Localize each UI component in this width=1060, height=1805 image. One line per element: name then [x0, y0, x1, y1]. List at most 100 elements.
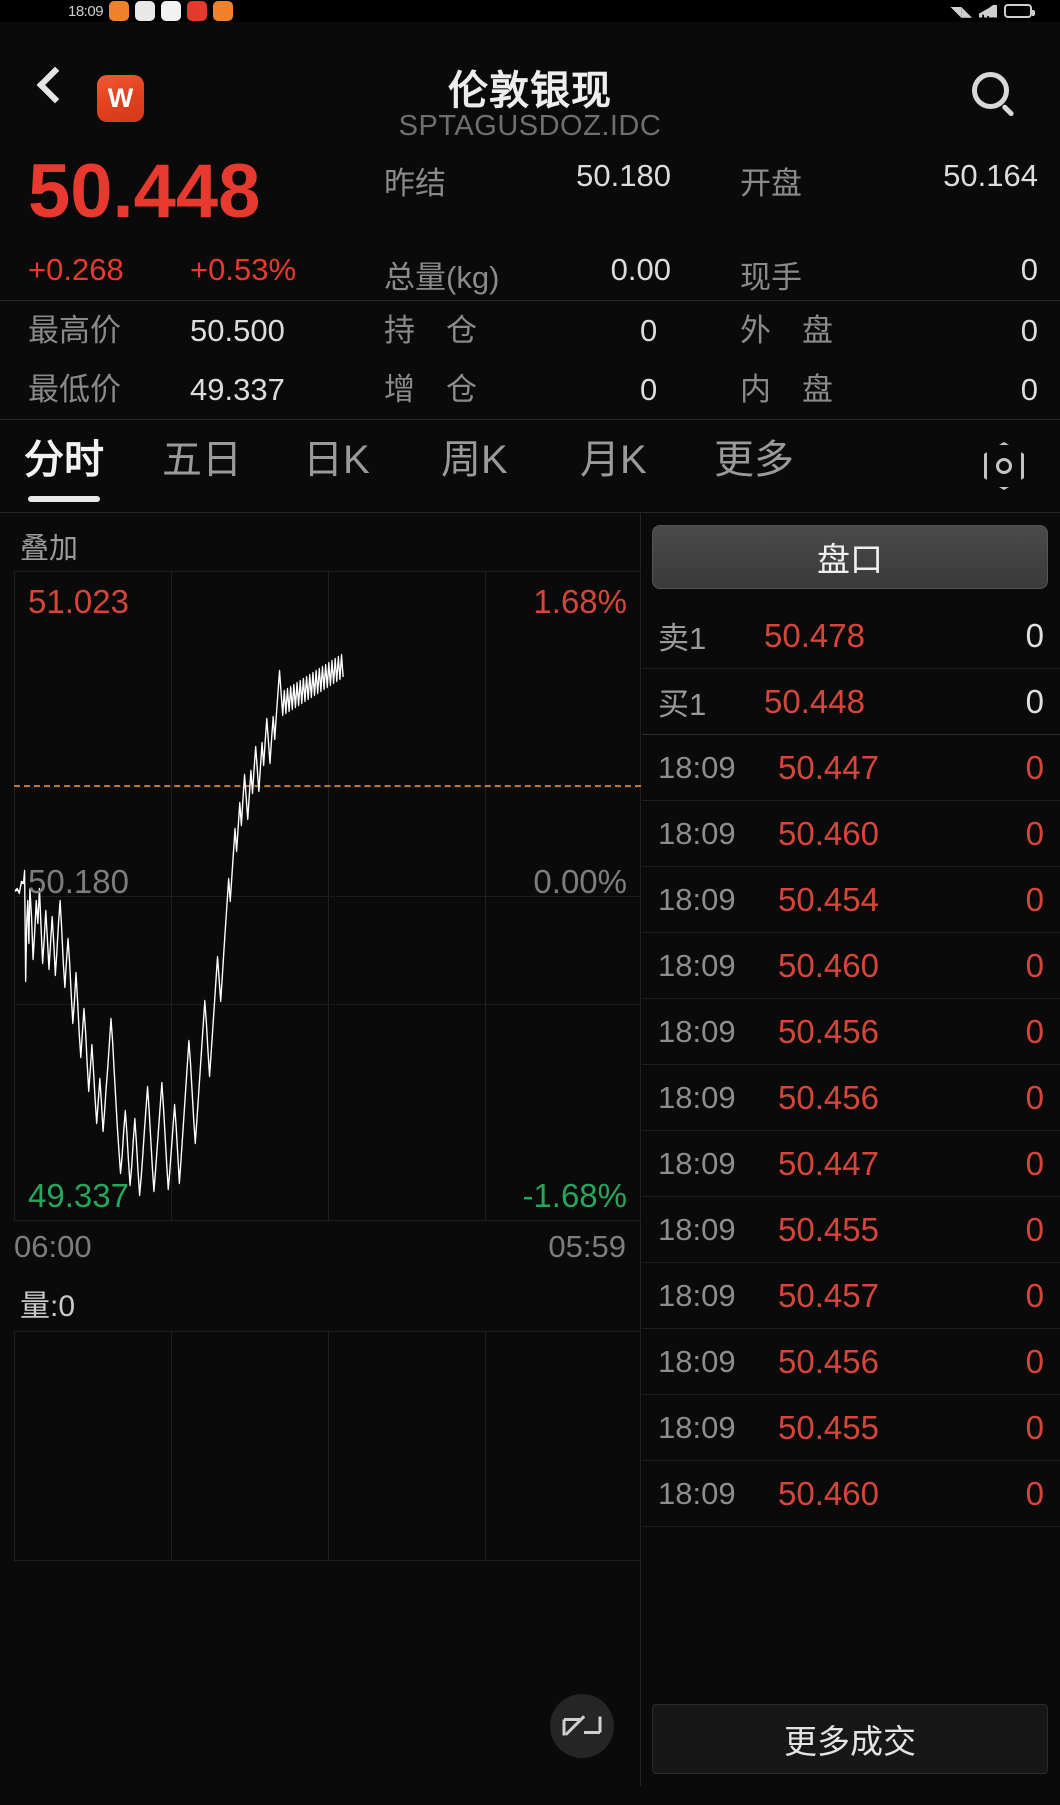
bid-label-1: 买1 [658, 687, 707, 722]
nav-bar: W 伦敦银现 SPTAGUSDOZ.IDC [0, 22, 1060, 142]
ask-label-1: 卖1 [658, 621, 707, 656]
book-row-bid-1[interactable]: 买1 50.448 0 [642, 669, 1060, 735]
trade-row[interactable]: 18:09 50.457 0 [642, 1263, 1060, 1329]
divider-3 [0, 512, 1060, 513]
search-icon[interactable] [972, 72, 1018, 118]
app-badge-icon[interactable]: W [97, 75, 144, 122]
field-value-volume: 0.00 [610, 252, 671, 287]
stat-label-low: 最低价 [28, 372, 121, 407]
trade-time: 18:09 [658, 1211, 736, 1247]
app-indicator-icon-3 [161, 1, 182, 21]
overlay-button[interactable]: 叠加 [20, 533, 79, 565]
volume-chart[interactable] [14, 1331, 641, 1561]
vol-grid-bottom [14, 1560, 641, 1561]
tab-five-day[interactable]: 五日 [162, 438, 242, 482]
trade-qty: 0 [1025, 748, 1044, 786]
grid-col-0 [14, 571, 15, 1221]
stat-value-position-change: 0 [640, 372, 658, 407]
wifi-icon: ◥◣ [950, 2, 972, 19]
volume-label: 量:0 [20, 1290, 76, 1323]
field-value-current-lot: 0 [1020, 252, 1038, 287]
stat-label-outer-vol: 外 盘 [740, 313, 833, 348]
trade-time: 18:09 [658, 815, 736, 851]
vol-col-0 [14, 1331, 15, 1561]
tab-weekly-k[interactable]: 周K [441, 438, 508, 482]
status-bar-left: 18:09 [68, 0, 234, 22]
tab-daily-k[interactable]: 日K [303, 438, 370, 482]
field-value-prev-close: 50.180 [576, 158, 671, 193]
trade-qty: 0 [1025, 1012, 1044, 1050]
page-title: 伦敦银现 [448, 69, 612, 113]
trade-price: 50.447 [778, 748, 879, 786]
expand-arrow-head-br-a [584, 1731, 600, 1734]
trade-price: 50.460 [778, 814, 879, 852]
trade-qty: 0 [1025, 1474, 1044, 1512]
search-stem [1001, 103, 1015, 118]
gear-icon[interactable] [980, 442, 1028, 490]
tab-monthly-k[interactable]: 月K [580, 438, 647, 482]
trade-qty: 0 [1025, 814, 1044, 852]
trade-qty: 0 [1025, 1210, 1044, 1248]
trade-row[interactable]: 18:09 50.456 0 [642, 999, 1060, 1065]
status-time: 18:09 [68, 2, 104, 20]
time-axis-end: 05:59 [548, 1229, 626, 1264]
grid-col-1 [171, 571, 172, 1221]
trade-time: 18:09 [658, 881, 736, 917]
chart-panel: 叠加 51.023 [0, 513, 641, 1786]
trade-qty: 0 [1025, 1408, 1044, 1446]
trade-row[interactable]: 18:09 50.456 0 [642, 1065, 1060, 1131]
grid-line-bottom [14, 1220, 641, 1221]
instrument-code: SPTAGUSDOZ.IDC [398, 110, 662, 142]
quote-stats: 最高价 50.500 持 仓 0 外 盘 0 最低价 49.337 增 仓 0 … [0, 301, 1060, 419]
vol-col-3 [485, 1331, 486, 1561]
vol-col-2 [328, 1331, 329, 1561]
tab-more[interactable]: 更多 [714, 438, 794, 482]
stat-label-inner-vol: 内 盘 [740, 372, 833, 407]
trade-row[interactable]: 18:09 50.454 0 [642, 867, 1060, 933]
more-trades-button[interactable]: 更多成交 [652, 1704, 1048, 1774]
trade-row[interactable]: 18:09 50.447 0 [642, 1131, 1060, 1197]
trade-row[interactable]: 18:09 50.460 0 [642, 933, 1060, 999]
trade-row[interactable]: 18:09 50.460 0 [642, 1461, 1060, 1527]
trade-row[interactable]: 18:09 50.455 0 [642, 1197, 1060, 1263]
trade-price: 50.456 [778, 1078, 879, 1116]
trade-row[interactable]: 18:09 50.447 0 [642, 735, 1060, 801]
price-chart[interactable]: 51.023 1.68% 50.180 0.00% 49.337 -1.68% [14, 571, 641, 1221]
grid-col-4 [640, 571, 641, 1221]
app-indicator-icon-5 [213, 1, 234, 21]
trade-time: 18:09 [658, 1013, 736, 1049]
trade-qty: 0 [1025, 1078, 1044, 1116]
bid-price-1: 50.448 [764, 682, 865, 720]
trade-row[interactable]: 18:09 50.455 0 [642, 1395, 1060, 1461]
grid-line-lower-mid [14, 1004, 641, 1005]
book-row-ask-1[interactable]: 卖1 50.478 0 [642, 603, 1060, 669]
grid-col-3 [485, 571, 486, 1221]
trade-row[interactable]: 18:09 50.460 0 [642, 801, 1060, 867]
axis-label-high-price: 51.023 [28, 583, 129, 620]
last-price: 50.448 [28, 149, 261, 234]
stat-label-position-change: 增 仓 [384, 372, 477, 407]
trade-price: 50.456 [778, 1012, 879, 1050]
trade-price: 50.454 [778, 880, 879, 918]
trade-time: 18:09 [658, 1343, 736, 1379]
trade-time: 18:09 [658, 1409, 736, 1445]
signal-icon [979, 4, 997, 18]
tab-order-book[interactable]: 盘口 [652, 525, 1048, 589]
field-value-open: 50.164 [943, 158, 1038, 193]
expand-arrows-icon[interactable] [550, 1694, 614, 1758]
time-axis: 06:00 05:59 [14, 1229, 626, 1269]
grid-line-mid [14, 896, 641, 897]
tab-intraday[interactable]: 分时 [24, 420, 104, 512]
trade-price: 50.457 [778, 1276, 879, 1314]
trade-row[interactable]: 18:09 50.456 0 [642, 1329, 1060, 1395]
order-book-panel: 盘口 卖1 50.478 0 买1 50.448 0 18:09 50.447 … [642, 513, 1060, 1786]
trade-price: 50.447 [778, 1144, 879, 1182]
order-book-rows: 卖1 50.478 0 买1 50.448 0 18:09 50.447 0 1… [642, 603, 1060, 1527]
vol-col-4 [640, 1331, 641, 1561]
expand-arrow-head-tl-a [564, 1718, 580, 1721]
status-bar-right: ◥◣ [950, 0, 1035, 22]
grid-line-top [14, 571, 641, 572]
trade-price: 50.460 [778, 946, 879, 984]
trade-qty: 0 [1025, 1342, 1044, 1380]
trade-time: 18:09 [658, 1145, 736, 1181]
